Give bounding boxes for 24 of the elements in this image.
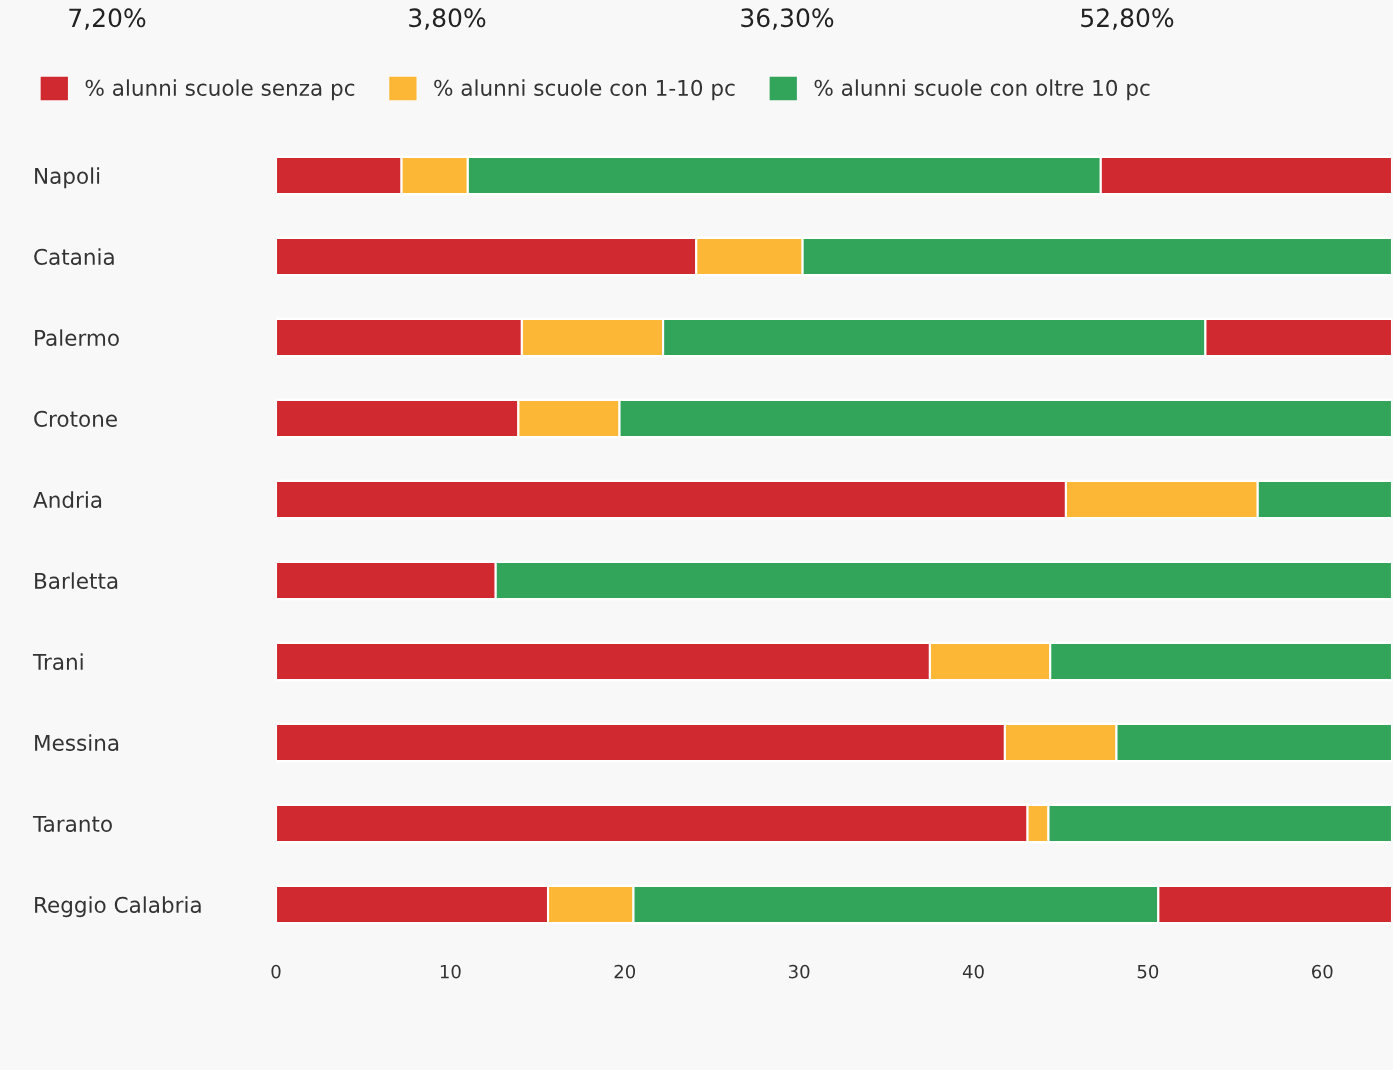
x-tick-label: 0 [271,964,281,979]
y-tick-label: Barletta [35,572,118,589]
y-tick-label: Palermo [35,329,119,346]
text: 3,80% [409,8,486,30]
legend-label: % alunni scuole con 1-10 pc [434,79,735,101]
x-tick-label: 10 [440,964,461,979]
text: 7,20% [69,8,146,30]
y-tick-label: Catania [34,248,114,265]
x-tick-label: 40 [962,964,984,979]
x-tick-label: 60 [1312,964,1333,979]
y-tick-label: Taranto [32,815,112,832]
y-tick-label: Crotone [34,410,117,427]
text: 36,30% [741,8,834,30]
legend-label: % alunni scuole con oltre 10 pc [814,79,1150,101]
text: 52,80% [1081,8,1174,30]
y-tick-label: Andria [33,491,102,508]
y-tick-label: Napoli [35,167,100,189]
x-tick-label: 20 [614,964,636,979]
y-tick-label: Messina [35,734,119,751]
y-tick-label: Reggio Calabria [35,896,201,918]
y-tick-label: Trani [32,653,83,670]
legend-label: % alunni scuole senza pc [85,79,355,101]
x-tick-label: 30 [789,964,810,979]
x-tick-label: 50 [1137,964,1159,979]
